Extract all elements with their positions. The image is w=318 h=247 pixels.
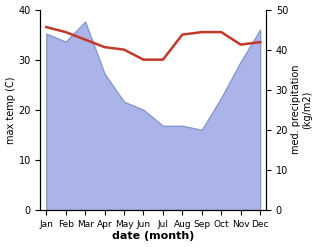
Y-axis label: max temp (C): max temp (C) xyxy=(5,76,16,144)
X-axis label: date (month): date (month) xyxy=(112,231,194,242)
Y-axis label: med. precipitation
(kg/m2): med. precipitation (kg/m2) xyxy=(291,65,313,155)
